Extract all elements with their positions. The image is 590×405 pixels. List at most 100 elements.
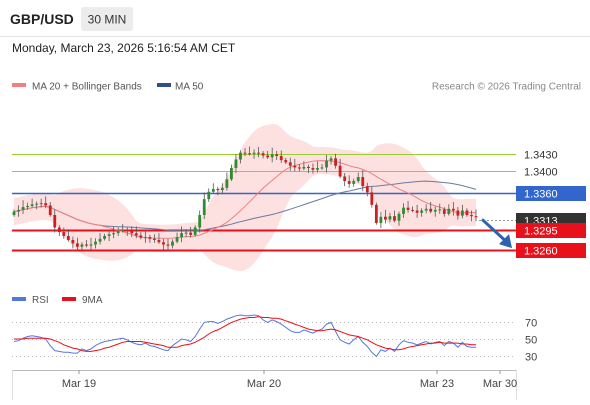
candle	[442, 207, 446, 217]
time-axis: Mar 19 Mar 20 Mar 23 Mar 30	[62, 370, 517, 390]
candle	[370, 186, 374, 208]
candle-body	[94, 241, 97, 245]
candle-body	[62, 232, 66, 236]
candle-body	[85, 244, 88, 246]
candle	[406, 200, 410, 213]
timestamp: Monday, March 23, 2026 5:16:54 AM CET	[12, 41, 236, 55]
candle-body	[343, 176, 347, 182]
candle	[94, 238, 97, 249]
candle-body	[116, 230, 120, 234]
candle-body	[239, 152, 242, 160]
candle	[216, 186, 220, 196]
candle	[180, 226, 183, 243]
candle-body	[89, 244, 93, 246]
candle-body	[207, 191, 211, 200]
candle	[143, 231, 147, 243]
candle-body	[320, 167, 324, 169]
candle	[21, 200, 25, 214]
candle-body	[284, 160, 288, 163]
candle	[230, 164, 233, 182]
candle-body	[121, 229, 125, 231]
level-1-3260-tag	[516, 243, 586, 258]
candle-body	[53, 215, 57, 228]
symbol-title: GBP/USD	[10, 11, 74, 27]
legend-ma50-label: MA 50	[175, 82, 204, 93]
candle-body	[384, 216, 387, 220]
candle-body	[465, 210, 469, 216]
candle	[98, 233, 102, 245]
candle	[297, 164, 301, 172]
candle-body	[175, 237, 179, 242]
candle-body	[270, 154, 274, 158]
candle	[234, 153, 238, 174]
candle-body	[139, 235, 143, 238]
candle-body	[266, 155, 270, 158]
candle-body	[307, 166, 310, 168]
candle	[384, 209, 387, 224]
candle	[80, 242, 84, 250]
candle	[112, 226, 116, 239]
candle	[393, 210, 396, 223]
candle	[248, 146, 251, 156]
legend-rsi-label: RSI	[32, 295, 49, 306]
candle-body	[370, 192, 374, 205]
candle-body	[30, 204, 34, 206]
candle-body	[211, 188, 215, 192]
candle-body	[379, 216, 383, 223]
candle-body	[316, 168, 319, 170]
time-tick-label: Mar 19	[62, 378, 96, 390]
timeframe-badge[interactable]	[81, 7, 133, 31]
level-1-3260-label: 1.3260	[524, 246, 558, 258]
candle	[89, 237, 93, 251]
time-tick-label: Mar 20	[247, 378, 281, 390]
candle	[433, 206, 437, 217]
candle-body	[451, 208, 455, 211]
candle-body	[12, 211, 16, 216]
candle-body	[103, 236, 106, 239]
candle	[57, 225, 61, 236]
candle-body	[393, 216, 396, 221]
candle	[420, 208, 424, 217]
candle-body	[334, 158, 337, 166]
candle	[211, 183, 215, 194]
candle-body	[230, 168, 233, 180]
rsi-tick-label: 70	[525, 318, 537, 330]
candle	[334, 153, 337, 169]
candle-body	[474, 216, 478, 218]
candle-body	[166, 244, 170, 246]
candle-body	[338, 165, 342, 177]
candle	[352, 178, 356, 187]
candle-body	[193, 227, 197, 235]
candle	[302, 161, 306, 171]
candle-body	[243, 152, 247, 154]
candle	[252, 149, 256, 159]
candle	[157, 233, 161, 244]
candle-body	[275, 154, 279, 157]
candle-body	[57, 227, 61, 233]
level-1-3400-label: 1.3400	[524, 167, 558, 179]
candle-body	[66, 236, 70, 240]
candle	[198, 210, 202, 233]
candle-body	[442, 209, 446, 214]
candle-body	[329, 158, 333, 161]
candle-body	[420, 210, 424, 213]
candle	[365, 182, 369, 197]
candle	[288, 157, 292, 171]
candle	[402, 203, 405, 218]
candle	[130, 226, 134, 238]
candle	[451, 202, 455, 216]
candle	[202, 192, 206, 219]
candle-body	[352, 181, 356, 184]
candle	[134, 226, 138, 239]
candle	[116, 227, 120, 236]
candle-body	[26, 205, 29, 208]
candle	[125, 227, 129, 236]
candle	[153, 234, 156, 243]
rsi-tick-label: 50	[525, 335, 537, 347]
time-tick-label: Mar 30	[483, 378, 517, 390]
candle-body	[297, 167, 301, 169]
candle-body	[397, 213, 401, 221]
candle	[66, 229, 70, 242]
bollinger-band-area	[14, 123, 476, 272]
